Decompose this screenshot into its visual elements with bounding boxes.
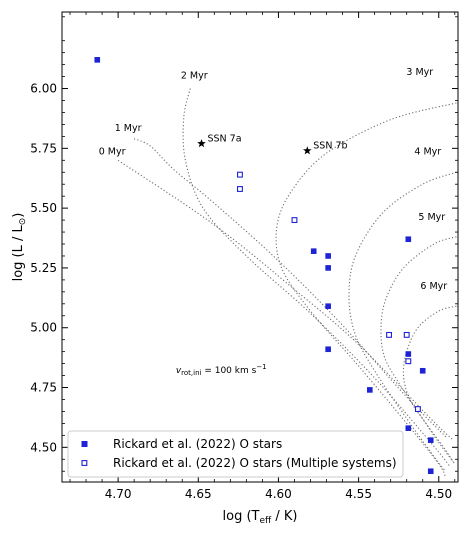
o-star-point bbox=[325, 346, 331, 353]
legend-marker-filled bbox=[81, 441, 88, 447]
x-axis-label: log (Teff / K) bbox=[223, 509, 298, 526]
o-star-multiple-point bbox=[237, 171, 243, 178]
isochrone-label-4myr: 4 Myr bbox=[414, 146, 441, 157]
isochrone-6myr bbox=[402, 305, 457, 465]
isochrone-label-6myr: 6 Myr bbox=[420, 281, 447, 292]
isochrone-label-1myr: 1 Myr bbox=[115, 123, 142, 134]
o-star-multiple-point bbox=[403, 331, 410, 338]
o-star-multiple-point bbox=[237, 186, 243, 192]
isochrone-4myr bbox=[348, 171, 457, 472]
legend-entry: Rickard et al. (2022) O stars bbox=[113, 437, 282, 451]
x-tick-label: 4.60 bbox=[265, 487, 292, 501]
o-star-multiple-point bbox=[386, 331, 393, 338]
isochrone-3myr bbox=[275, 102, 457, 477]
o-star-point bbox=[325, 303, 331, 309]
o-star-point bbox=[405, 425, 412, 431]
star-marker-ssn-7a bbox=[197, 139, 206, 148]
o-star-point bbox=[427, 437, 434, 443]
x-tick-label: 4.50 bbox=[425, 487, 452, 501]
o-star-point bbox=[310, 248, 317, 254]
isochrone-label-2myr: 2 Myr bbox=[181, 71, 208, 82]
o-star-multiple-point bbox=[291, 217, 298, 224]
y-axis-label: log (L / L⊙) bbox=[11, 213, 28, 282]
isochrone-label-0myr: 0 Myr bbox=[99, 146, 126, 157]
legend-entry: Rickard et al. (2022) O stars (Multiple … bbox=[113, 456, 397, 470]
o-star-point bbox=[367, 387, 373, 393]
o-star-point bbox=[419, 367, 426, 374]
o-star-multiple-point bbox=[414, 406, 421, 412]
y-tick-label: 4.50 bbox=[30, 440, 57, 454]
rotation-annotation: vrot,ini = 100 km s−1 bbox=[176, 363, 267, 377]
isochrone-0myr bbox=[117, 159, 454, 441]
y-tick-label: 5.25 bbox=[30, 261, 57, 275]
o-star-point bbox=[325, 265, 331, 271]
star-label-ssn-7a: SSN 7a bbox=[207, 134, 241, 145]
isochrone-label-5myr: 5 Myr bbox=[418, 212, 445, 223]
isochrone-5myr bbox=[380, 236, 457, 463]
legend-marker-open bbox=[81, 460, 88, 466]
o-star-point bbox=[94, 57, 101, 63]
y-tick-label: 5.50 bbox=[30, 201, 57, 215]
isochrone-label-3myr: 3 Myr bbox=[406, 67, 433, 78]
x-tick-label: 4.70 bbox=[105, 487, 132, 501]
y-tick-label: 6.00 bbox=[30, 82, 57, 96]
o-star-point bbox=[427, 468, 434, 475]
x-tick-label: 4.55 bbox=[345, 487, 372, 501]
o-star-multiple-point bbox=[405, 358, 412, 365]
isochrone-2myr bbox=[182, 88, 451, 467]
o-star-point bbox=[405, 351, 412, 357]
o-star-point bbox=[405, 236, 412, 243]
o-star-point bbox=[325, 253, 331, 259]
star-marker-ssn-7b bbox=[303, 146, 312, 155]
plot-frame bbox=[61, 11, 459, 483]
star-label-ssn-7b: SSN 7b bbox=[313, 141, 347, 152]
isochrone-1myr bbox=[133, 138, 448, 439]
y-tick-label: 5.00 bbox=[30, 321, 57, 335]
legend-box bbox=[67, 430, 404, 478]
y-tick-label: 4.75 bbox=[30, 381, 57, 395]
x-tick-label: 4.65 bbox=[185, 487, 212, 501]
y-tick-label: 5.75 bbox=[30, 141, 57, 155]
